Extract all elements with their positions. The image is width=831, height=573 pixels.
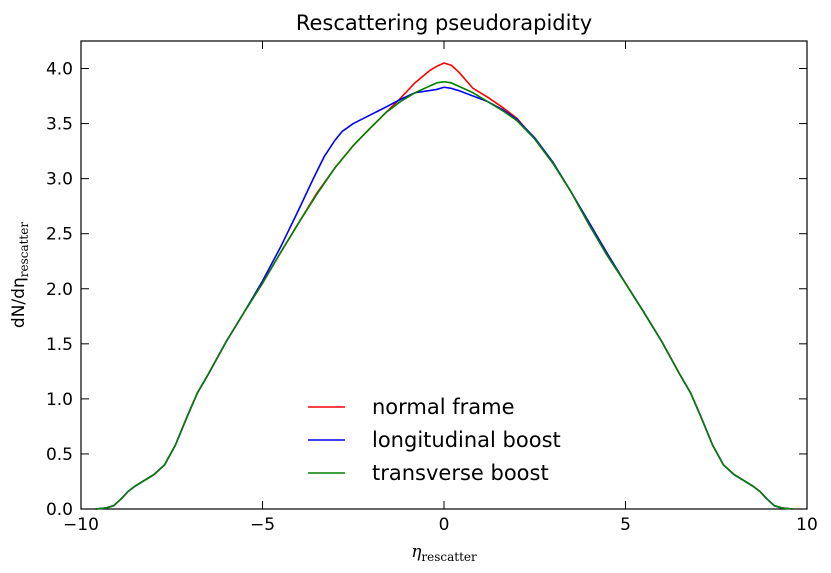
legend-label-longitudinal-boost: longitudinal boost	[372, 428, 561, 452]
series-line-transverse-boost	[95, 80, 793, 510]
plot-area	[80, 40, 808, 510]
x-axis-label-main: η	[411, 542, 422, 562]
legend-label-transverse-boost: transverse boost	[372, 461, 549, 485]
y-tick-label: 3.5	[46, 115, 73, 135]
y-tick-label: 1.0	[46, 390, 73, 410]
y-tick-label: 1.5	[46, 335, 73, 355]
x-tick-label: 10	[796, 515, 818, 535]
x-tick-label: 0	[439, 515, 450, 535]
y-tick-label: 4.0	[46, 60, 73, 80]
y-tick-label: 2.5	[46, 225, 73, 245]
chart-title: Rescattering pseudorapidity	[296, 11, 592, 35]
x-tick-label: −10	[63, 515, 99, 535]
y-tick-label: 0.5	[46, 445, 73, 465]
y-axis-label-main: dN/dη	[9, 277, 29, 328]
y-axis-label-sub: rescatter	[17, 222, 31, 278]
x-axis-label: ηrescatter	[411, 542, 477, 564]
y-tick-label: 3.0	[46, 170, 73, 190]
y-tick-label: 2.0	[46, 280, 73, 300]
legend: normal frame longitudinal boost transverse…	[308, 395, 561, 485]
x-axis-label-sub: rescatter	[421, 550, 477, 564]
x-tick-label: 5	[620, 515, 631, 535]
tick-layer: −10 −5 0 5 10 0.0 0.5 1.0 1.5 2.0 2.5 3.0 3.5 4.0	[46, 41, 818, 535]
legend-label-normal-frame: normal frame	[372, 395, 515, 419]
x-tick-label: −5	[250, 515, 275, 535]
y-tick-label: 0.0	[46, 500, 73, 520]
y-axis-label: dN/dηrescatter	[9, 222, 31, 328]
series-layer	[95, 62, 793, 510]
